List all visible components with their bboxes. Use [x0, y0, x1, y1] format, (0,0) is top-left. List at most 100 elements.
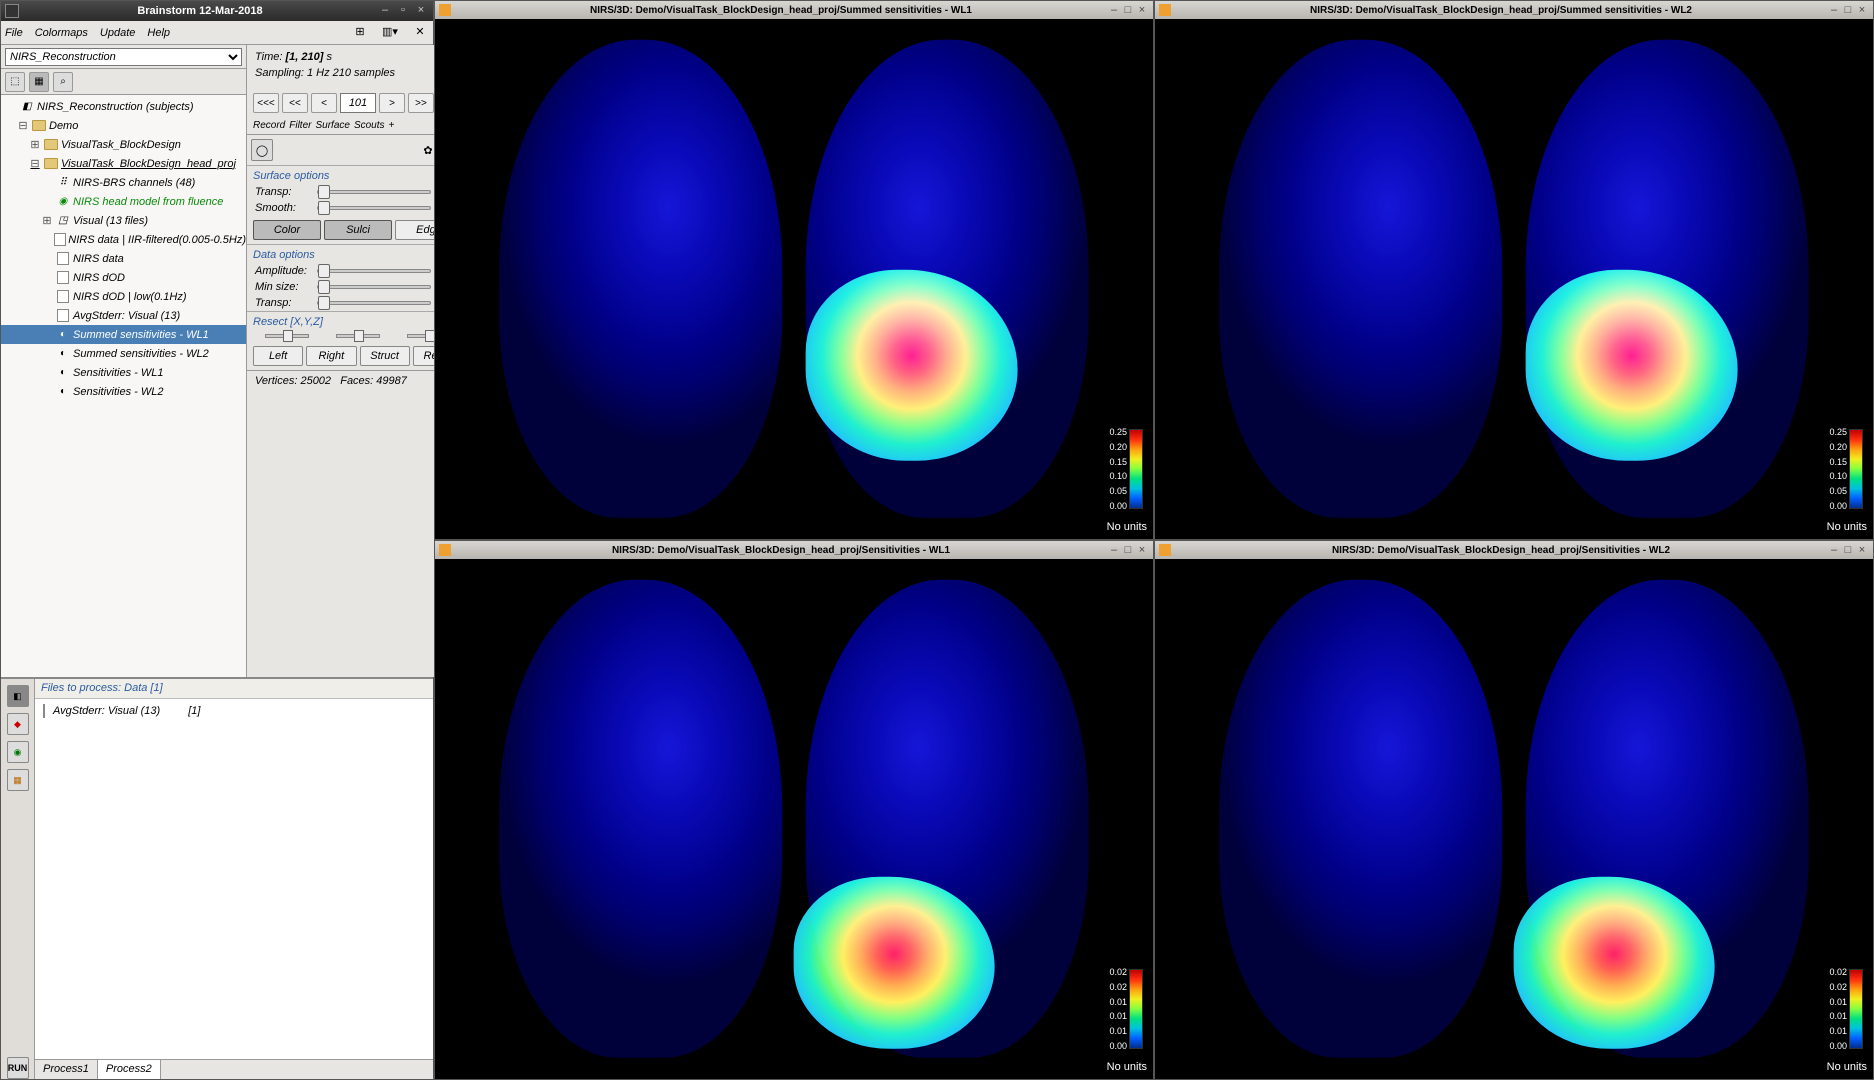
sulci-button[interactable]: Sulci	[324, 220, 392, 240]
menu-update[interactable]: Update	[100, 27, 135, 39]
process-item[interactable]: AvgStderr: Visual (13) [1]	[39, 703, 429, 719]
tab-scouts[interactable]: Scouts	[352, 117, 387, 134]
time-input[interactable]	[340, 93, 376, 113]
viewer-close-button[interactable]: ×	[1135, 544, 1149, 556]
viewer-min-button[interactable]: –	[1107, 544, 1121, 556]
viewer-0: NIRS/3D: Demo/VisualTask_BlockDesign_hea…	[434, 0, 1154, 540]
viewer-titlebar[interactable]: NIRS/3D: Demo/VisualTask_BlockDesign_hea…	[1155, 541, 1873, 559]
colorbar-labels: 0.020.020.010.010.010.00	[1109, 967, 1127, 1051]
run-button[interactable]: RUN	[7, 1057, 29, 1079]
viewer-canvas[interactable]: 0.020.020.010.010.010.00 No units	[435, 559, 1153, 1079]
matlab-icon	[439, 544, 451, 556]
tab-record[interactable]: Record	[251, 117, 287, 134]
tree-root[interactable]: ◧NIRS_Reconstruction (subjects)	[1, 97, 246, 116]
tree-item[interactable]: ◐Sensitivities - WL1	[1, 363, 246, 382]
colorbar-unit: No units	[1107, 521, 1147, 533]
titlebar[interactable]: Brainstorm 12-Mar-2018 – ▫ ×	[1, 1, 433, 21]
maximize-button[interactable]: ▫	[395, 4, 411, 18]
anatomy-view-button[interactable]: ⬚	[5, 72, 25, 92]
resect-y-slider[interactable]	[336, 334, 380, 338]
menu-help[interactable]: Help	[147, 27, 170, 39]
viewer-title: NIRS/3D: Demo/VisualTask_BlockDesign_hea…	[455, 545, 1107, 556]
nav-prevblock-button[interactable]: <<	[282, 93, 308, 113]
viewer-min-button[interactable]: –	[1827, 4, 1841, 16]
tab-add[interactable]: +	[387, 117, 397, 134]
transp-slider[interactable]	[317, 190, 431, 194]
tab-process1[interactable]: Process1	[35, 1060, 98, 1079]
viewer-min-button[interactable]: –	[1107, 4, 1121, 16]
tree-study1[interactable]: ⊞VisualTask_BlockDesign	[1, 135, 246, 154]
tree-item[interactable]: NIRS data	[1, 249, 246, 268]
tree-channels[interactable]: ⠿NIRS-BRS channels (48)	[1, 173, 246, 192]
nav-first-button[interactable]: <<<	[253, 93, 279, 113]
viewer-max-button[interactable]: □	[1121, 4, 1135, 16]
resect-left-button[interactable]: Left	[253, 346, 303, 366]
protocol-select[interactable]: NIRS_Reconstruction	[5, 48, 242, 66]
viewer-close-button[interactable]: ×	[1855, 544, 1869, 556]
viewer-canvas[interactable]: 0.250.200.150.100.050.00 No units	[1155, 19, 1873, 539]
viewer-canvas[interactable]: 0.020.020.010.010.010.00 No units	[1155, 559, 1873, 1079]
tab-surface[interactable]: Surface	[313, 117, 351, 134]
viewer-max-button[interactable]: □	[1841, 4, 1855, 16]
resect-struct-button[interactable]: Struct	[360, 346, 410, 366]
tree-study2[interactable]: ⊟VisualTask_BlockDesign_head_proj	[1, 154, 246, 173]
proc-data-button[interactable]: ◧	[7, 685, 29, 707]
colorbar-labels: 0.250.200.150.100.050.00	[1109, 427, 1127, 511]
viewer-min-button[interactable]: –	[1827, 544, 1841, 556]
minimize-button[interactable]: –	[377, 4, 393, 18]
viewer-max-button[interactable]: □	[1121, 544, 1135, 556]
layout2-icon[interactable]: ▥▾	[381, 25, 399, 41]
minsize-slider[interactable]	[317, 285, 431, 289]
process-panel: ◧ ◆ ◉ ▦ RUN Files to process: Data [1] A…	[1, 677, 433, 1079]
menu-file[interactable]: File	[5, 27, 23, 39]
smooth-slider[interactable]	[317, 206, 431, 210]
data-transp-slider[interactable]	[317, 301, 431, 305]
proc-timefreq-button[interactable]: ◉	[7, 741, 29, 763]
proc-results-button[interactable]: ◆	[7, 713, 29, 735]
color-button[interactable]: Color	[253, 220, 321, 240]
layout-icon[interactable]: ⊞	[351, 25, 369, 41]
viewer-titlebar[interactable]: NIRS/3D: Demo/VisualTask_BlockDesign_hea…	[1155, 1, 1873, 19]
tree-item[interactable]: AvgStderr: Visual (13)	[1, 306, 246, 325]
viewer-titlebar[interactable]: NIRS/3D: Demo/VisualTask_BlockDesign_hea…	[435, 1, 1153, 19]
resect-right-button[interactable]: Right	[306, 346, 356, 366]
surf-cortex-button[interactable]: ◯	[251, 139, 273, 161]
nav-nextblock-button[interactable]: >>	[408, 93, 434, 113]
tree-item[interactable]: NIRS dOD	[1, 268, 246, 287]
functional-view-button[interactable]: ▦	[29, 72, 49, 92]
matlab-icon	[1159, 4, 1171, 16]
tree-subject[interactable]: ⊟Demo	[1, 116, 246, 135]
tab-process2[interactable]: Process2	[98, 1060, 161, 1079]
nav-next-button[interactable]: >	[379, 93, 405, 113]
colorbar-unit: No units	[1827, 1061, 1867, 1073]
tree-item[interactable]: ◐Sensitivities - WL2	[1, 382, 246, 401]
menu-colormaps[interactable]: Colormaps	[35, 27, 88, 39]
proc-matrix-button[interactable]: ▦	[7, 769, 29, 791]
tree-visual[interactable]: ⊞◳Visual (13 files)	[1, 211, 246, 230]
tree-item[interactable]: NIRS data | IIR-filtered(0.005-0.5Hz)	[1, 230, 246, 249]
nav-prev-button[interactable]: <	[311, 93, 337, 113]
app-icon	[5, 4, 19, 18]
amp-slider[interactable]	[317, 269, 431, 273]
close-button[interactable]: ×	[413, 4, 429, 18]
process-list[interactable]: AvgStderr: Visual (13) [1]	[35, 699, 433, 1059]
viewer-3: NIRS/3D: Demo/VisualTask_BlockDesign_hea…	[1154, 540, 1874, 1080]
viewer-canvas[interactable]: 0.250.200.150.100.050.00 No units	[435, 19, 1153, 539]
db-tree[interactable]: ◧NIRS_Reconstruction (subjects) ⊟Demo ⊞V…	[1, 95, 246, 677]
tree-item[interactable]: ◐Summed sensitivities - WL2	[1, 344, 246, 363]
viewer-close-button[interactable]: ×	[1135, 4, 1149, 16]
colorbar-labels: 0.250.200.150.100.050.00	[1829, 427, 1847, 511]
resect-x-slider[interactable]	[265, 334, 309, 338]
matlab-icon	[1159, 544, 1171, 556]
tab-filter[interactable]: Filter	[287, 117, 313, 134]
colorbar	[1129, 969, 1143, 1049]
search-button[interactable]: ⌕	[53, 72, 73, 92]
tree-item[interactable]: NIRS dOD | low(0.1Hz)	[1, 287, 246, 306]
tree-headmodel[interactable]: ◉NIRS head model from fluence	[1, 192, 246, 211]
viewer-close-button[interactable]: ×	[1855, 4, 1869, 16]
tree-item-selected[interactable]: ◐Summed sensitivities - WL1	[1, 325, 246, 344]
closeall-icon[interactable]: ✕	[411, 25, 429, 41]
viewer-title: NIRS/3D: Demo/VisualTask_BlockDesign_hea…	[1175, 545, 1827, 556]
viewer-max-button[interactable]: □	[1841, 544, 1855, 556]
viewer-titlebar[interactable]: NIRS/3D: Demo/VisualTask_BlockDesign_hea…	[435, 541, 1153, 559]
